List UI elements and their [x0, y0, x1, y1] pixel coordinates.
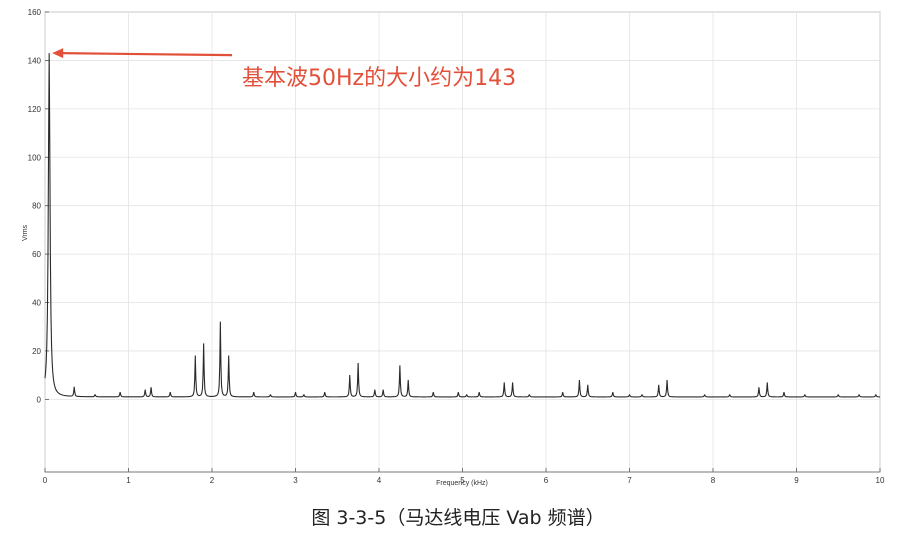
peak-point	[219, 320, 222, 323]
peak-point	[348, 374, 351, 377]
peak-point	[561, 391, 564, 394]
y-tick-label: 120	[28, 105, 42, 114]
figure-caption: 图 3-3-5（马达线电压 Vab 频谱）	[311, 507, 605, 529]
peak-point	[586, 383, 589, 386]
x-tick-label: 5	[460, 476, 465, 485]
x-tick-label: 10	[876, 476, 885, 485]
peak-point	[432, 391, 435, 394]
peak-point	[457, 391, 460, 394]
y-tick-label: 80	[32, 202, 41, 211]
x-tick-label: 0	[43, 476, 48, 485]
peak-point	[252, 391, 255, 394]
peak-point	[357, 362, 360, 365]
y-tick-label: 100	[28, 153, 42, 162]
peak-point	[48, 52, 51, 55]
x-tick-label: 2	[210, 476, 215, 485]
peak-point	[478, 391, 481, 394]
peak-point	[73, 386, 76, 389]
spectrum-line	[44, 53, 881, 398]
peak-point	[511, 381, 514, 384]
x-tick-label: 1	[126, 476, 131, 485]
peak-point	[528, 393, 531, 396]
peak-point	[373, 388, 376, 391]
peak-point	[465, 393, 468, 396]
peak-point	[202, 342, 205, 345]
peak-point	[398, 364, 401, 367]
y-tick-label: 40	[32, 299, 41, 308]
peak-point	[407, 379, 410, 382]
peak-point	[641, 393, 644, 396]
x-tick-label: 4	[377, 476, 382, 485]
peak-point	[628, 393, 631, 396]
peak-point	[194, 354, 197, 357]
peak-point	[757, 386, 760, 389]
y-tick-label: 140	[28, 56, 42, 65]
peak-point	[874, 393, 877, 396]
annotation-arrow-head	[52, 48, 64, 59]
y-tick-label: 20	[32, 347, 41, 356]
peak-point	[294, 391, 297, 394]
peak-point	[703, 393, 706, 396]
peak-point	[611, 391, 614, 394]
peak-point	[657, 383, 660, 386]
x-axis-title: Frequency (kHz)	[436, 480, 488, 487]
y-tick-label: 160	[28, 8, 42, 17]
peak-point	[382, 388, 385, 391]
peak-point	[782, 391, 785, 394]
fundamental-annotation-label: 基本波50Hz的大小约为143	[242, 66, 516, 91]
peak-point	[323, 391, 326, 394]
peak-point	[666, 379, 669, 382]
peak-point	[803, 393, 806, 396]
peak-point	[150, 386, 153, 389]
peak-point	[302, 393, 305, 396]
peak-point	[503, 381, 506, 384]
y-axis-title: Vrms	[22, 224, 29, 241]
x-tick-label: 6	[544, 476, 549, 485]
peak-point	[144, 388, 147, 391]
annotation-arrow-shaft	[61, 52, 233, 57]
peak-point	[227, 354, 230, 357]
x-tick-label: 3	[293, 476, 298, 485]
peak-point	[119, 391, 122, 394]
peak-point	[728, 393, 731, 396]
peak-point	[578, 379, 581, 382]
peak-point	[837, 393, 840, 396]
peak-point	[766, 381, 769, 384]
peak-point	[269, 393, 272, 396]
peak-point	[169, 391, 172, 394]
x-tick-label: 7	[627, 476, 632, 485]
peak-point	[94, 393, 97, 396]
x-tick-label: 8	[711, 476, 716, 485]
peak-point	[858, 393, 861, 396]
x-tick-label: 9	[794, 476, 799, 485]
y-tick-label: 60	[32, 250, 41, 259]
y-tick-label: 0	[37, 395, 42, 404]
